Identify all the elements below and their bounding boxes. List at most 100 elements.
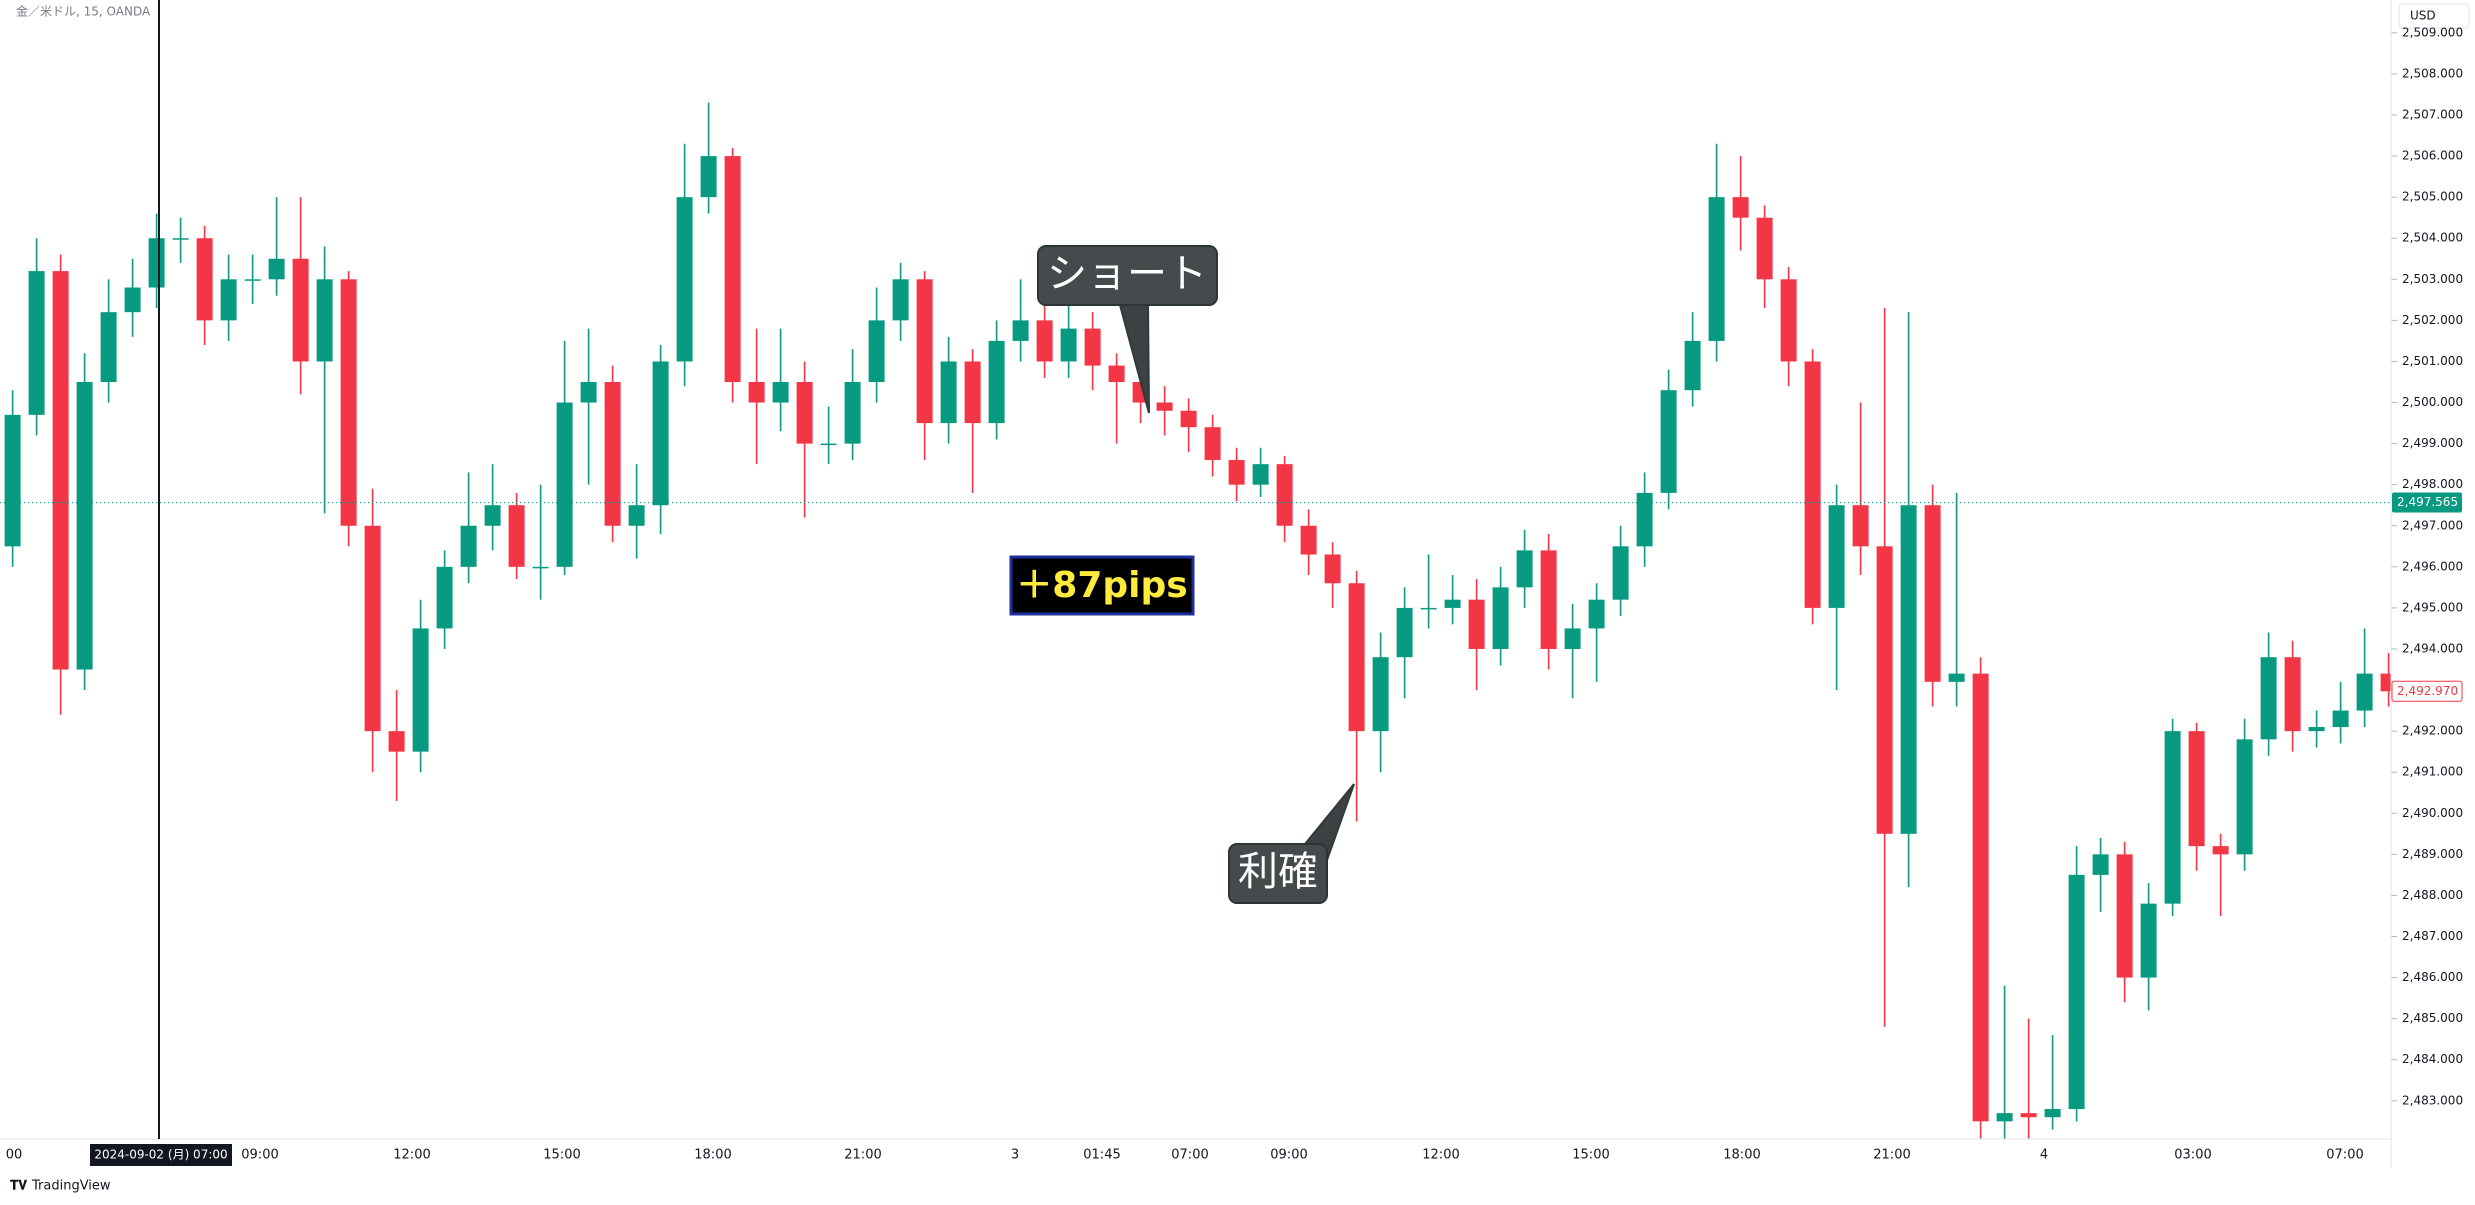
candle-body (892, 279, 909, 321)
candle-body (2356, 673, 2373, 711)
candle-body (964, 361, 981, 424)
x-tick-label: 15:00 (1572, 1148, 1609, 1163)
candle-body (1804, 361, 1821, 608)
x-tick-label: 21:00 (1873, 1148, 1910, 1163)
y-tick-label: 2,489.000 (2402, 847, 2463, 861)
y-tick-label: 2,507.000 (2402, 108, 2463, 122)
candle-body (508, 505, 525, 567)
candle-body (388, 731, 405, 752)
candle-body (1372, 657, 1389, 732)
candle-body (748, 381, 765, 403)
brand[interactable]: TradingView (31, 1179, 111, 1194)
candle-body (844, 381, 861, 444)
candle-body (628, 505, 645, 526)
candle-body (1252, 464, 1269, 485)
candle-body (220, 279, 237, 321)
candle-body (1228, 460, 1245, 485)
candle-body (1684, 340, 1701, 391)
candle-body (796, 381, 813, 444)
candle-body (940, 361, 957, 424)
candle-body (268, 258, 285, 280)
candle-body (2116, 854, 2133, 978)
y-tick-label: 2,499.000 (2402, 436, 2463, 450)
y-tick-label: 2,500.000 (2402, 395, 2463, 409)
candle-body (412, 628, 429, 752)
crosshair-label: 2024-09-02 (月) 07:00 (94, 1148, 227, 1162)
y-tick-label: 2,491.000 (2402, 765, 2463, 779)
candle-body (1492, 587, 1509, 649)
candle-body (1636, 492, 1653, 547)
candle-body (1444, 599, 1461, 608)
annotation-text: ＋87pips (1016, 565, 1187, 606)
candle-body (2332, 710, 2349, 728)
candle-body (52, 271, 69, 670)
y-tick-label: 2,509.000 (2402, 25, 2463, 39)
candle-body (1420, 607, 1437, 610)
candle-body (1012, 320, 1029, 341)
candle-body (2092, 854, 2109, 875)
candle-body (580, 381, 597, 403)
candle-body (2068, 874, 2085, 1110)
y-tick-label: 2,483.000 (2402, 1093, 2463, 1107)
candle-body (676, 197, 693, 362)
candle-body (1612, 546, 1629, 600)
candle-body (604, 381, 621, 526)
crosshair-label-box (90, 1144, 232, 1166)
y-tick-label: 2,488.000 (2402, 888, 2463, 902)
candle-body (820, 443, 837, 446)
x-tick-label: 4 (2040, 1148, 2048, 1163)
candle-body (28, 271, 45, 415)
candle-body (1156, 402, 1173, 411)
candle-body (2380, 673, 2391, 692)
x-tick-label: 09:00 (1270, 1148, 1307, 1163)
y-tick-label: 2,492.000 (2402, 724, 2463, 738)
y-tick-label: 2,485.000 (2402, 1011, 2463, 1025)
candle-body (1660, 390, 1677, 493)
y-tick-label: 2,505.000 (2402, 190, 2463, 204)
y-tick-label: 2,490.000 (2402, 806, 2463, 820)
candle-body (2284, 657, 2301, 732)
candle-body (556, 402, 573, 567)
candle-body (1564, 628, 1581, 649)
candle-body (196, 238, 213, 321)
candle-body (1708, 197, 1725, 341)
candle-body (148, 238, 165, 288)
candle-body (1876, 546, 1893, 834)
y-tick-label: 2,486.000 (2402, 970, 2463, 984)
candle-body (1900, 505, 1917, 834)
candle-body (436, 566, 453, 629)
candle-body (76, 381, 93, 670)
candle-body (460, 525, 477, 567)
x-tick-label: 07:00 (1171, 1148, 1208, 1163)
grid-layer (2391, 32, 2397, 1102)
candle-body (2236, 739, 2253, 855)
candle-body (1276, 464, 1293, 526)
candle-body (1588, 599, 1605, 629)
candle-body (724, 156, 741, 382)
candle-body (1084, 328, 1101, 366)
candle-body (1300, 525, 1317, 555)
candle-body (1036, 320, 1053, 362)
y-tick-label: 2,502.000 (2402, 313, 2463, 327)
candle-body (1348, 583, 1365, 732)
annotation-take-profit: 利確 (1228, 783, 1355, 904)
currency[interactable]: USD (2410, 9, 2436, 23)
candle-body (2188, 731, 2205, 847)
y-tick-label: 2,494.000 (2402, 641, 2463, 655)
x-tick-label: 18:00 (694, 1148, 731, 1163)
candle-body (1828, 505, 1845, 608)
y-tick-label: 2,504.000 (2402, 231, 2463, 245)
candle-body (1852, 505, 1869, 547)
x-tick-label: 12:00 (1422, 1148, 1459, 1163)
currency-box[interactable] (2398, 3, 2470, 29)
x-tick-label: 07:00 (2326, 1148, 2363, 1163)
candle-body (700, 156, 717, 198)
candle-body (2260, 657, 2277, 740)
candle-body (100, 312, 117, 382)
annotation-text: 利確 (1238, 849, 1318, 895)
candle-body (1996, 1113, 2013, 1122)
candle-body (1924, 505, 1941, 682)
candle-body (244, 279, 261, 281)
x-tick-label: 21:00 (844, 1148, 881, 1163)
